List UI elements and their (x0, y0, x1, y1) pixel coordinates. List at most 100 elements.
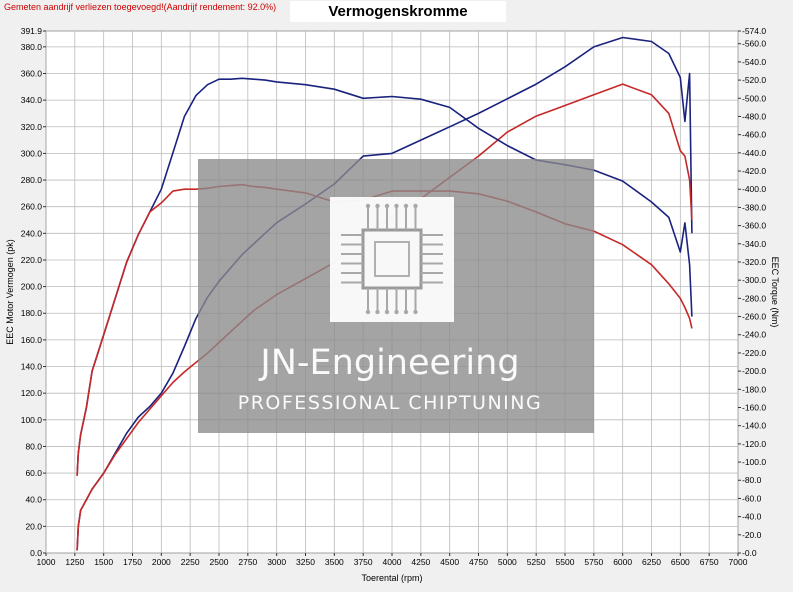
tick-label-y-left: 80.0 (25, 441, 42, 451)
tick-label-y-right: -574.0 (742, 26, 766, 36)
tick-label-y-left: 20.0 (25, 521, 42, 531)
tick-label-y-left: 180.0 (21, 308, 43, 318)
tick-label-y-left: 0.0 (30, 548, 42, 558)
tick-label-y-left: 200.0 (21, 282, 43, 292)
tick-label-y-left: 391.9 (21, 26, 43, 36)
tick-label-x: 3000 (267, 557, 286, 567)
tick-label-y-left: 280.0 (21, 175, 43, 185)
chip-pin-dot (413, 203, 418, 209)
chip-logo-core (374, 241, 410, 277)
tick-label-x: 1500 (94, 557, 113, 567)
chip-pin-dot (365, 309, 371, 315)
chip-pin-dot (394, 309, 399, 315)
tick-label-y-left: 100.0 (21, 415, 43, 425)
tick-label-x: 2000 (152, 557, 171, 567)
x-axis-label: Toerental (rpm) (361, 573, 422, 583)
tick-label-x: 5750 (584, 557, 603, 567)
tick-label-y-right: -20.0 (742, 530, 762, 540)
chart-title: Vermogenskromme (290, 1, 506, 22)
axes: 1000 1250 1500 1750 2000 2250 2500 2750 3000 3250… (5, 26, 780, 583)
tick-label-x: 3250 (296, 557, 315, 567)
tick-label-y-left: 240.0 (21, 228, 43, 238)
tick-label-y-right: -460.0 (742, 130, 766, 140)
tick-label-y-left: 40.0 (25, 495, 42, 505)
watermark-brand: JN-Engineering (258, 343, 519, 383)
tick-label-x: 4250 (411, 557, 430, 567)
tick-label-y-left: 140.0 (21, 362, 43, 372)
tick-label-y-right: -560.0 (742, 39, 766, 49)
tick-label-y-left: 340.0 (21, 95, 43, 105)
chip-pin-dot (394, 203, 399, 209)
drivetrain-loss-note: Gemeten aandrijf verliezen toegevoegd!(A… (4, 2, 277, 12)
tick-label-x: 2500 (210, 557, 229, 567)
tick-label-y-left: 260.0 (21, 202, 43, 212)
tick-label-y-right: -500.0 (742, 93, 766, 103)
tick-label-y-right: -40.0 (742, 512, 762, 522)
chip-pin-dot (403, 309, 409, 315)
tick-label-y-left: 120.0 (21, 388, 43, 398)
tick-label-y-right: -340.0 (742, 239, 766, 249)
tick-label-x: 6250 (642, 557, 661, 567)
watermark: JN-Engineering PROFESSIONAL CHIPTUNING (198, 159, 594, 433)
tick-label-y-right: -140.0 (742, 421, 766, 431)
tick-label-y-right: -240.0 (742, 330, 766, 340)
tick-label-y-right: -180.0 (742, 384, 766, 394)
tick-label-y-right: -440.0 (742, 148, 766, 158)
tick-label-x: 6500 (671, 557, 690, 567)
tick-label-x: 4500 (440, 557, 459, 567)
tick-label-y-right: -200.0 (742, 366, 766, 376)
tick-label-y-right: -380.0 (742, 202, 766, 212)
tick-label-x: 1750 (123, 557, 142, 567)
chip-logo-box (330, 197, 454, 322)
tick-label-x: 3750 (354, 557, 373, 567)
tick-label-y-right: -160.0 (742, 402, 766, 412)
tick-label-y-right: -300.0 (742, 275, 766, 285)
tick-label-x: 6000 (613, 557, 632, 567)
chip-logo-body (361, 228, 423, 290)
tick-label-y-right: -220.0 (742, 348, 766, 358)
chip-pin-dot (365, 203, 371, 209)
y-axis-label-left: EEC Motor Vermogen (pk) (5, 239, 15, 345)
chip-pin-dot (384, 309, 390, 315)
tick-label-x: 3500 (325, 557, 344, 567)
tick-label-y-right: -480.0 (742, 111, 766, 121)
tick-label-y-right: -420.0 (742, 166, 766, 176)
chip-pin-dot (403, 203, 409, 209)
tick-label-y-left: 380.0 (21, 42, 43, 52)
y-axis-label-right: EEC Torque (Nm) (770, 257, 780, 328)
tick-label-y-right: -520.0 (742, 75, 766, 85)
tick-label-x: 5250 (527, 557, 546, 567)
tick-label-y-right: -280.0 (742, 293, 766, 303)
watermark-tagline: PROFESSIONAL CHIPTUNING (238, 392, 542, 414)
tick-label-y-right: -100.0 (742, 457, 766, 467)
tick-label-y-right: -360.0 (742, 221, 766, 231)
tick-label-y-left: 320.0 (21, 122, 43, 132)
tick-label-x: 2750 (238, 557, 257, 567)
tick-label-x: 5500 (556, 557, 575, 567)
tick-label-y-right: -0.0 (742, 548, 757, 558)
tick-label-y-right: -120.0 (742, 439, 766, 449)
tick-label-x: 2250 (181, 557, 200, 567)
chip-pin-dot (375, 309, 380, 315)
tick-label-x: 6750 (700, 557, 719, 567)
tick-label-y-right: -400.0 (742, 184, 766, 194)
tick-label-y-left: 220.0 (21, 255, 43, 265)
tick-label-y-right: -60.0 (742, 493, 762, 503)
tick-label-y-left: 300.0 (21, 148, 43, 158)
tick-label-y-left: 360.0 (21, 68, 43, 78)
tick-label-y-right: -260.0 (742, 312, 766, 322)
chip-pin-dot (375, 203, 380, 209)
tick-label-x: 4000 (383, 557, 402, 567)
chip-pin-dot (384, 203, 390, 209)
tick-label-x: 1000 (37, 557, 56, 567)
tick-label-x: 5000 (498, 557, 517, 567)
tick-label-x: 1250 (65, 557, 84, 567)
chip-pin-dot (413, 309, 418, 315)
tick-label-y-left: 160.0 (21, 335, 43, 345)
tick-label-y-right: -320.0 (742, 257, 766, 267)
tick-label-y-left: 60.0 (25, 468, 42, 478)
tick-label-x: 4750 (469, 557, 488, 567)
tick-label-y-right: -540.0 (742, 57, 766, 67)
tick-label-y-right: -80.0 (742, 475, 762, 485)
